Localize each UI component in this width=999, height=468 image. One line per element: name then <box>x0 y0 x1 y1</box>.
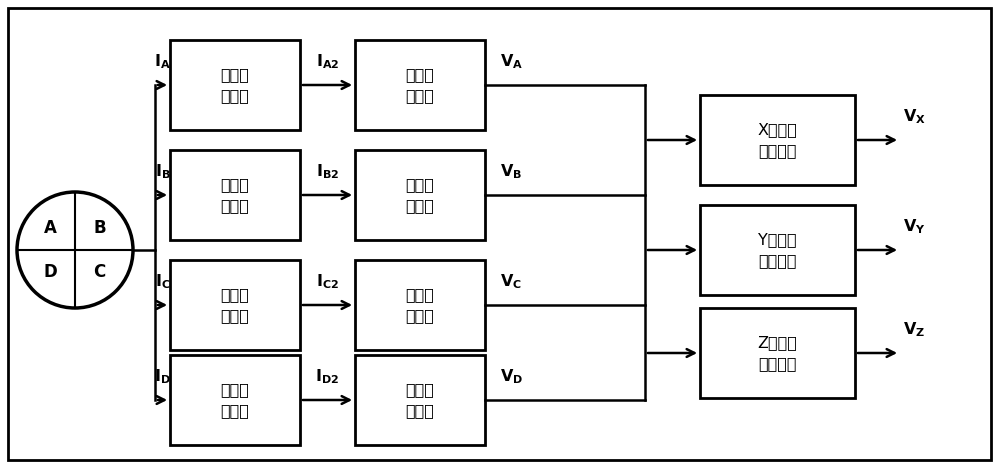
Bar <box>700 308 855 398</box>
Text: $\mathbf{V_X}$: $\mathbf{V_X}$ <box>903 107 926 126</box>
Text: $\mathbf{V_C}$: $\mathbf{V_C}$ <box>500 272 521 291</box>
Text: A: A <box>44 219 57 237</box>
Text: B: B <box>93 219 106 237</box>
Bar <box>170 260 300 350</box>
Text: 跨阻放
大模块: 跨阻放 大模块 <box>406 382 435 418</box>
Text: $\mathbf{I_{A2}}$: $\mathbf{I_{A2}}$ <box>316 52 340 71</box>
Text: $\mathbf{V_Y}$: $\mathbf{V_Y}$ <box>903 217 926 236</box>
Text: $\mathbf{V_Z}$: $\mathbf{V_Z}$ <box>903 320 925 339</box>
Text: 电流隔
直模块: 电流隔 直模块 <box>221 177 250 213</box>
Bar <box>700 205 855 295</box>
Text: $\mathbf{V_D}$: $\mathbf{V_D}$ <box>500 367 523 386</box>
Text: 电流隔
直模块: 电流隔 直模块 <box>221 287 250 323</box>
Text: $\mathbf{V_B}$: $\mathbf{V_B}$ <box>500 162 522 181</box>
Text: $\mathbf{I_D}$: $\mathbf{I_D}$ <box>154 367 171 386</box>
Text: $\mathbf{I_B}$: $\mathbf{I_B}$ <box>155 162 171 181</box>
Bar <box>170 150 300 240</box>
Bar <box>355 150 485 240</box>
Bar <box>170 355 300 445</box>
Text: 跨阻放
大模块: 跨阻放 大模块 <box>406 67 435 103</box>
Text: Y轴模拟
运算电路: Y轴模拟 运算电路 <box>758 232 797 268</box>
Text: $\mathbf{V_A}$: $\mathbf{V_A}$ <box>500 52 523 71</box>
Text: $\mathbf{I_{D2}}$: $\mathbf{I_{D2}}$ <box>316 367 340 386</box>
Text: C: C <box>93 263 106 281</box>
Text: 跨阻放
大模块: 跨阻放 大模块 <box>406 287 435 323</box>
Text: D: D <box>44 263 58 281</box>
Text: X轴模拟
运算电路: X轴模拟 运算电路 <box>757 122 797 158</box>
Bar <box>170 40 300 130</box>
Bar <box>700 95 855 185</box>
Text: 电流隔
直模块: 电流隔 直模块 <box>221 382 250 418</box>
Bar <box>355 260 485 350</box>
Text: $\mathbf{I_A}$: $\mathbf{I_A}$ <box>154 52 171 71</box>
Bar <box>355 355 485 445</box>
Ellipse shape <box>17 192 133 308</box>
Text: 跨阻放
大模块: 跨阻放 大模块 <box>406 177 435 213</box>
Text: $\mathbf{I_{C2}}$: $\mathbf{I_{C2}}$ <box>316 272 339 291</box>
Text: 电流隔
直模块: 电流隔 直模块 <box>221 67 250 103</box>
Bar <box>355 40 485 130</box>
Text: $\mathbf{I_C}$: $\mathbf{I_C}$ <box>155 272 170 291</box>
Text: Z轴模拟
运算电路: Z轴模拟 运算电路 <box>757 335 797 371</box>
Text: $\mathbf{I_{B2}}$: $\mathbf{I_{B2}}$ <box>316 162 340 181</box>
